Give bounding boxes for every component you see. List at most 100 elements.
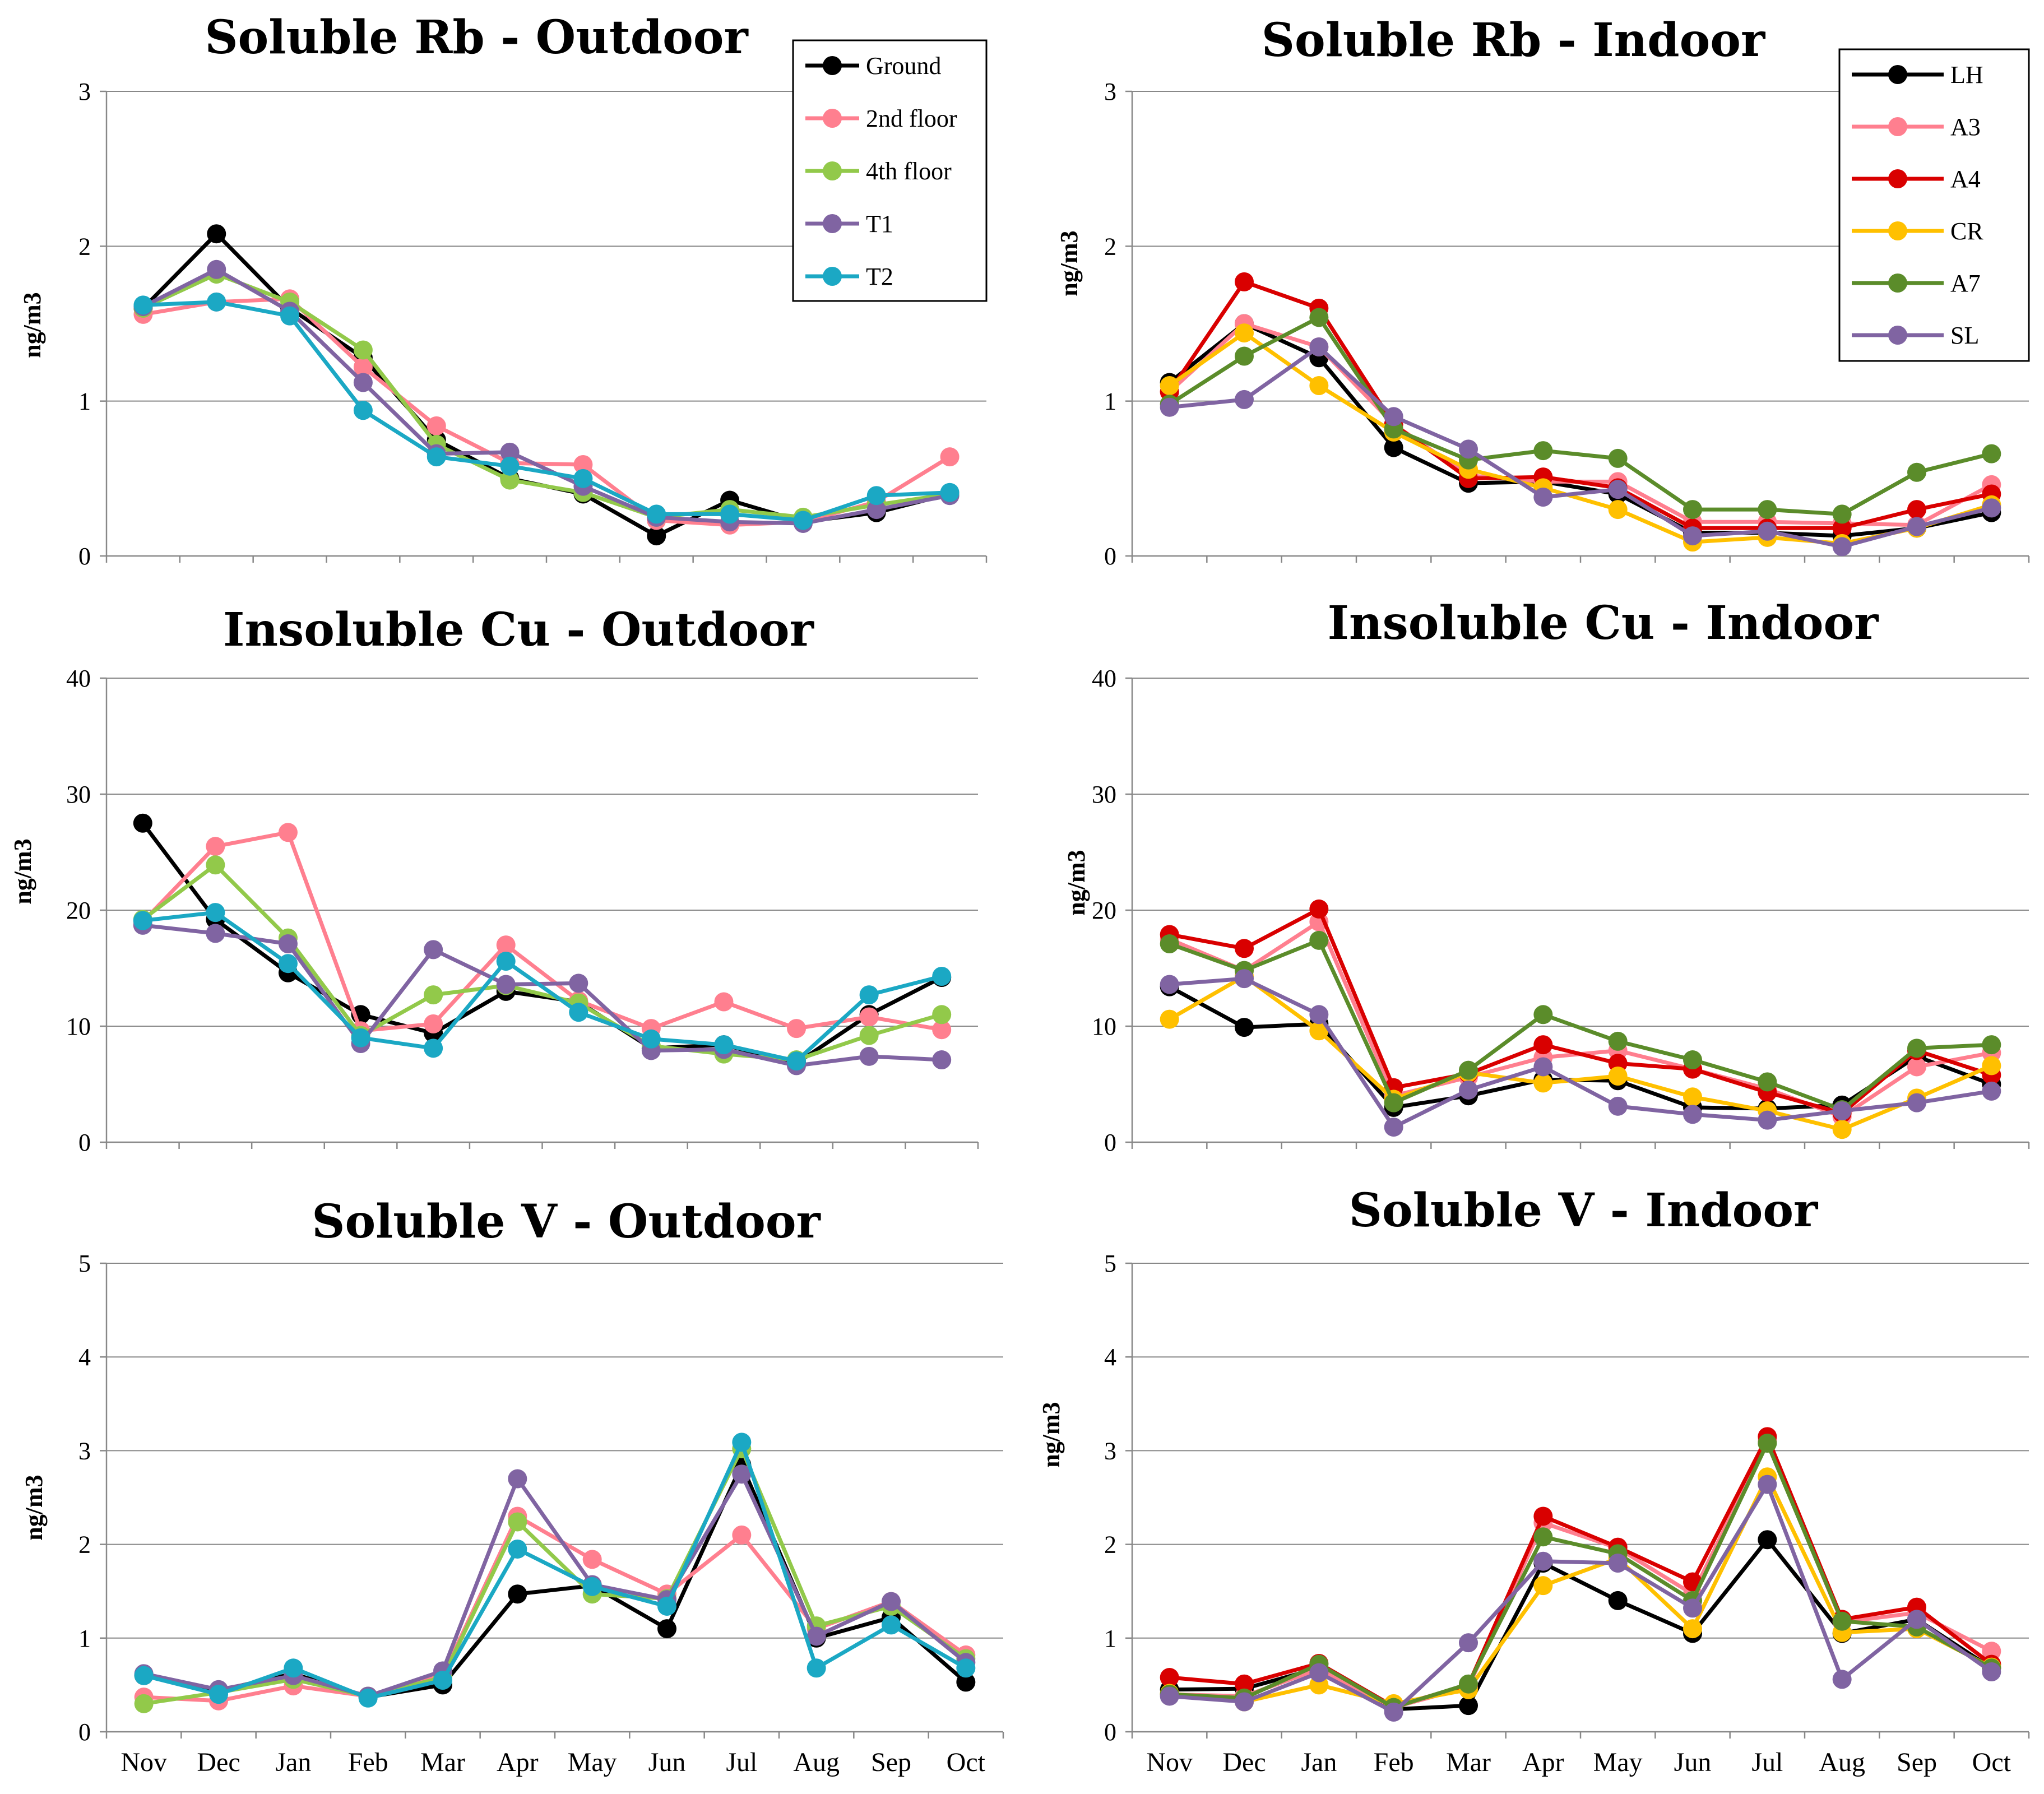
data-point-sl-oct: [1982, 1662, 2001, 1681]
y-axis-label: ng/m3: [9, 838, 36, 904]
series-ground: [134, 1455, 976, 1707]
data-point-cr-dec: [1235, 323, 1254, 343]
data-point-ground-apr: [508, 1584, 527, 1604]
x-tick-label: Feb: [1374, 1747, 1414, 1777]
y-tick-label: 0: [1104, 543, 1116, 570]
x-tick-label: Apr: [1522, 1747, 1564, 1777]
data-point-ground-dec: [207, 224, 226, 244]
legend-swatch-marker-2nd-floor: [823, 109, 842, 128]
data-point-a7-sep: [1907, 462, 1926, 482]
data-point-t1-aug: [807, 1626, 826, 1646]
chart-title: Soluble V - Outdoor: [312, 1195, 821, 1249]
data-point-cr-jun: [1683, 1619, 1702, 1639]
series-line-a4: [1169, 1434, 1993, 1709]
legend: Ground 2nd floor 4th floor T1 T2: [792, 39, 988, 302]
chart-title: Soluble Rb - Outdoor: [205, 11, 749, 64]
data-point-lh-dec: [1235, 1018, 1254, 1037]
data-point-sl-oct: [1982, 1081, 2001, 1101]
data-point-a7-mar: [1459, 1674, 1478, 1694]
data-point-a7-jul: [1758, 1072, 1777, 1092]
series-line-4th-floor: [143, 1447, 967, 1706]
data-point-lh-jul: [1758, 1530, 1777, 1550]
legend-label-t1: T1: [866, 210, 893, 238]
data-point-a7-nov: [1160, 934, 1179, 954]
data-point-sl-jun: [1683, 1598, 1702, 1618]
data-point-sl-oct: [1982, 498, 2001, 518]
data-point-t1-feb: [353, 373, 373, 392]
data-point-t2-oct: [940, 483, 960, 502]
series-a3: [1160, 912, 2001, 1127]
data-point-sl-may: [1608, 1554, 1628, 1573]
chart-soluble-rb-outdoor: Soluble Rb - Outdoor ng/m3 0 1 2 3 Ground 2nd f…: [18, 11, 988, 570]
data-point-cr-aug: [1832, 1120, 1852, 1139]
y-tick-label: 1: [78, 388, 91, 415]
data-point-a4-jan: [1309, 899, 1329, 919]
legend-label-4th-floor: 4th floor: [866, 157, 952, 185]
x-tick-label: Nov: [120, 1747, 167, 1777]
data-point-a7-oct: [1982, 1035, 2001, 1055]
legend-label-sl: SL: [1950, 322, 1979, 349]
data-point-2nd-floor-oct: [940, 447, 960, 467]
x-tick-label: Aug: [1819, 1747, 1865, 1777]
legend-label-cr: CR: [1950, 217, 1983, 245]
chart-insoluble-cu-outdoor: Insoluble Cu - Outdoor ng/m3 0 10 20 30 40: [9, 603, 979, 1156]
data-point-t2-mar: [424, 1039, 443, 1058]
x-tick-label: May: [568, 1747, 617, 1777]
legend-label-a4: A4: [1950, 165, 1981, 193]
y-tick-label: 2: [78, 1531, 91, 1559]
data-point-2nd-floor-oct: [932, 1020, 952, 1040]
data-point-4th-floor-sep: [859, 1026, 879, 1045]
data-point-cr-jun: [1683, 1087, 1702, 1107]
y-tick-label: 0: [78, 543, 91, 570]
data-point-lh-may: [1608, 1591, 1628, 1610]
legend-label-a7: A7: [1950, 270, 1981, 297]
data-point-2nd-floor-sep: [859, 1007, 879, 1027]
data-point-t2-oct: [932, 966, 952, 986]
data-point-4th-floor-feb: [353, 340, 373, 360]
legend-label-lh: LH: [1950, 61, 1983, 89]
data-point-t2-dec: [206, 903, 225, 923]
data-point-cr-may: [1608, 1067, 1628, 1086]
data-point-a7-apr: [1533, 1005, 1553, 1025]
data-point-sl-apr: [1533, 487, 1553, 507]
y-tick-label: 20: [66, 897, 91, 924]
data-point-t2-jun: [657, 1596, 676, 1616]
data-point-ground-nov: [133, 813, 152, 833]
data-point-sl-sep: [1907, 517, 1926, 536]
chart-soluble-rb-indoor: Soluble Rb - Indoor ng/m3 0 1 2 3 LH A3 A4 CR A7 SL: [1055, 13, 2030, 570]
data-point-t1-sep: [882, 1592, 901, 1611]
series-t2: [134, 1433, 976, 1708]
y-tick-label: 1: [1104, 1625, 1116, 1652]
data-point-t2-aug: [807, 1658, 826, 1678]
data-point-sl-aug: [1832, 1670, 1852, 1689]
series-line-a3: [1169, 1439, 1992, 1710]
x-tick-label: Mar: [420, 1747, 465, 1777]
x-tick-label: Jan: [275, 1747, 311, 1777]
x-tick-label: Oct: [947, 1747, 986, 1777]
data-point-sl-jul: [1758, 1475, 1777, 1494]
y-tick-label: 4: [1104, 1343, 1116, 1371]
legend: LH A3 A4 CR A7 SL: [1838, 48, 2030, 362]
x-tick-label: May: [1593, 1747, 1643, 1777]
chart-title: Soluble V - Indoor: [1349, 1184, 1819, 1237]
legend-swatch-marker-cr: [1888, 221, 1907, 240]
data-point-sl-feb: [1384, 1118, 1403, 1137]
series-line-4th-floor: [141, 863, 943, 1062]
data-point-t2-oct: [956, 1658, 976, 1678]
data-point-t2-apr: [500, 456, 520, 476]
y-tick-label: 30: [1092, 781, 1116, 808]
x-tick-label: Sep: [1897, 1747, 1937, 1777]
legend-label-t2: T2: [866, 263, 893, 290]
data-point-a7-mar: [1459, 1060, 1478, 1080]
data-point-t2-feb: [353, 401, 373, 420]
x-tick-label: Jan: [1301, 1747, 1337, 1777]
series-line-ground: [143, 1462, 967, 1699]
legend-box: [1838, 48, 2030, 362]
data-point-sl-sep: [1907, 1093, 1926, 1112]
data-point-sl-jan: [1309, 337, 1329, 356]
data-point-a7-jun: [1683, 1050, 1702, 1070]
data-point-2nd-floor-apr: [496, 935, 516, 955]
series-line-cr: [1168, 974, 1992, 1132]
data-point-cr-nov: [1160, 1009, 1179, 1029]
data-point-sl-jan: [1309, 1663, 1329, 1682]
